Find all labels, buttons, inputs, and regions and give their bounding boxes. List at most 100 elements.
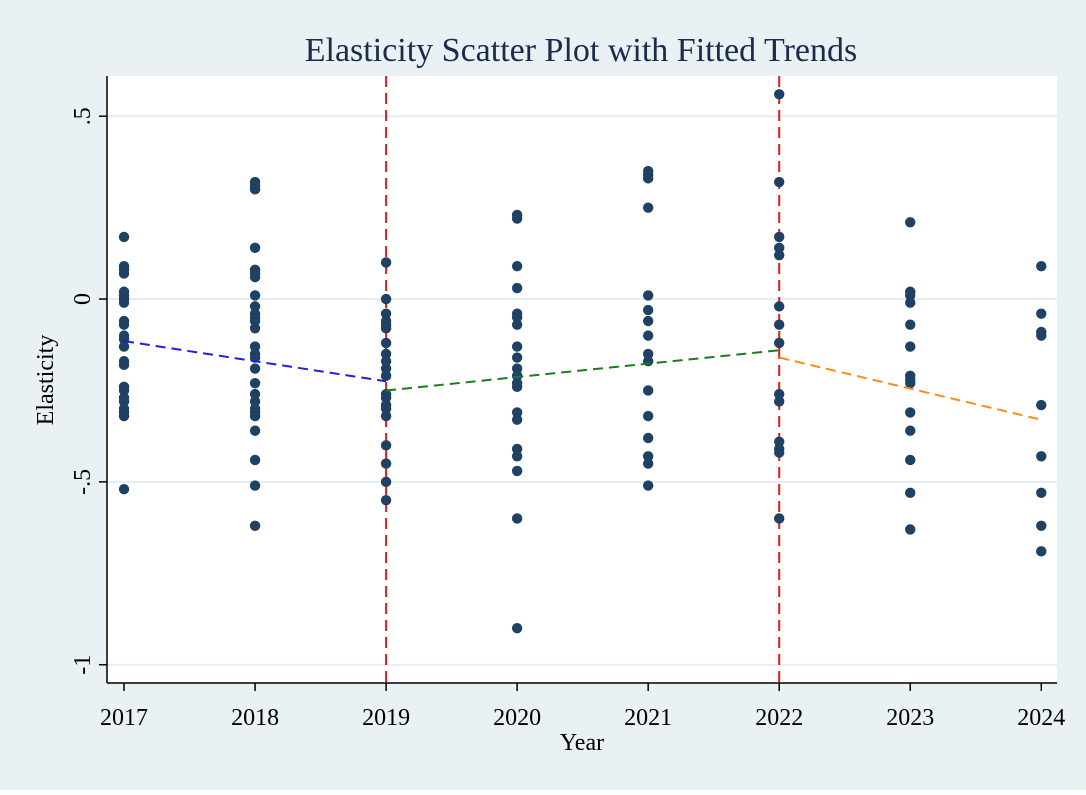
data-point xyxy=(380,476,392,488)
data-point xyxy=(905,290,916,301)
data-point xyxy=(642,432,654,444)
x-tick-label: 2021 xyxy=(624,705,672,731)
data-point xyxy=(380,363,392,374)
data-point xyxy=(380,494,392,506)
data-point xyxy=(905,217,916,228)
data-point xyxy=(249,315,261,327)
data-point xyxy=(1036,308,1047,319)
data-point xyxy=(249,396,261,407)
data-point xyxy=(905,524,916,535)
data-point xyxy=(511,622,523,634)
data-point xyxy=(511,513,523,524)
data-point xyxy=(511,370,523,382)
data-point xyxy=(380,348,392,360)
y-tick-label: -1 xyxy=(70,655,96,675)
grid-lines xyxy=(107,115,1057,666)
x-tick-label: 2024 xyxy=(1017,705,1065,731)
data-point xyxy=(511,414,523,425)
data-point xyxy=(249,271,261,283)
data-point xyxy=(1036,546,1047,557)
data-point xyxy=(380,356,392,367)
data-point xyxy=(511,341,523,352)
data-point xyxy=(1036,260,1047,272)
data-point xyxy=(1036,399,1047,411)
data-point xyxy=(1036,520,1047,531)
data-point xyxy=(380,370,392,382)
data-point xyxy=(118,359,130,371)
data-point xyxy=(118,231,130,243)
data-point xyxy=(774,242,785,254)
y-axis-label: Elasticity xyxy=(33,335,59,426)
data-point xyxy=(511,381,523,393)
data-point xyxy=(380,403,392,414)
data-point xyxy=(118,297,130,308)
data-point xyxy=(774,436,785,447)
data-point xyxy=(905,297,916,308)
data-point xyxy=(380,458,392,469)
data-point xyxy=(511,465,523,477)
data-point xyxy=(642,480,654,491)
data-point xyxy=(905,377,916,389)
data-point xyxy=(511,363,523,374)
data-point xyxy=(118,483,130,495)
data-point xyxy=(249,425,261,436)
data-point xyxy=(249,410,261,422)
x-axis-label: Year xyxy=(560,730,604,756)
data-point xyxy=(774,301,785,312)
data-point xyxy=(642,304,654,316)
data-point xyxy=(380,440,392,451)
data-point xyxy=(642,348,654,360)
trend-line xyxy=(778,356,1042,421)
data-point xyxy=(1036,330,1047,341)
data-point xyxy=(774,176,785,188)
data-point xyxy=(642,451,654,462)
data-point xyxy=(642,410,654,422)
data-point xyxy=(249,377,261,389)
y-tick-label: 0 xyxy=(70,293,96,305)
data-point xyxy=(642,385,654,396)
data-point xyxy=(249,454,261,466)
data-point xyxy=(380,410,392,422)
data-point xyxy=(511,319,523,330)
y-tick-label: .5 xyxy=(70,107,96,125)
data-point xyxy=(774,388,785,400)
x-tick-label: 2023 xyxy=(886,705,934,731)
data-point xyxy=(380,293,392,305)
y-tick-label: -.5 xyxy=(70,469,96,495)
x-tick-label: 2019 xyxy=(362,705,410,731)
data-point xyxy=(249,290,261,301)
data-point xyxy=(249,363,261,374)
data-point xyxy=(905,341,916,352)
plot-area xyxy=(107,76,1057,683)
trend-line xyxy=(123,340,387,383)
data-point xyxy=(511,312,523,323)
data-point xyxy=(774,231,785,243)
data-point xyxy=(118,410,130,422)
data-point xyxy=(642,290,654,301)
data-point xyxy=(511,282,523,294)
trend-line xyxy=(386,349,780,392)
data-point xyxy=(380,308,392,319)
data-point xyxy=(905,454,916,466)
data-point xyxy=(511,352,523,363)
data-point xyxy=(774,447,785,458)
x-tick-label: 2018 xyxy=(231,705,279,731)
axes: 2017 2018 2019 2020 2021 2022 2023 2024 .5 0 -.5 -1 xyxy=(70,76,1065,731)
data-point xyxy=(642,202,654,213)
data-point xyxy=(774,513,785,524)
data-point xyxy=(249,323,261,334)
data-point xyxy=(249,184,261,195)
data-point xyxy=(511,451,523,462)
data-point xyxy=(642,330,654,341)
data-points xyxy=(118,89,1047,634)
data-point xyxy=(511,407,523,418)
data-point xyxy=(380,337,392,349)
trend-lines xyxy=(123,340,1042,421)
data-point xyxy=(642,315,654,327)
data-point xyxy=(511,260,523,272)
chart-title: Elasticity Scatter Plot with Fitted Tren… xyxy=(305,32,858,69)
data-point xyxy=(249,242,261,254)
data-point xyxy=(1036,451,1047,462)
data-point xyxy=(774,249,785,261)
